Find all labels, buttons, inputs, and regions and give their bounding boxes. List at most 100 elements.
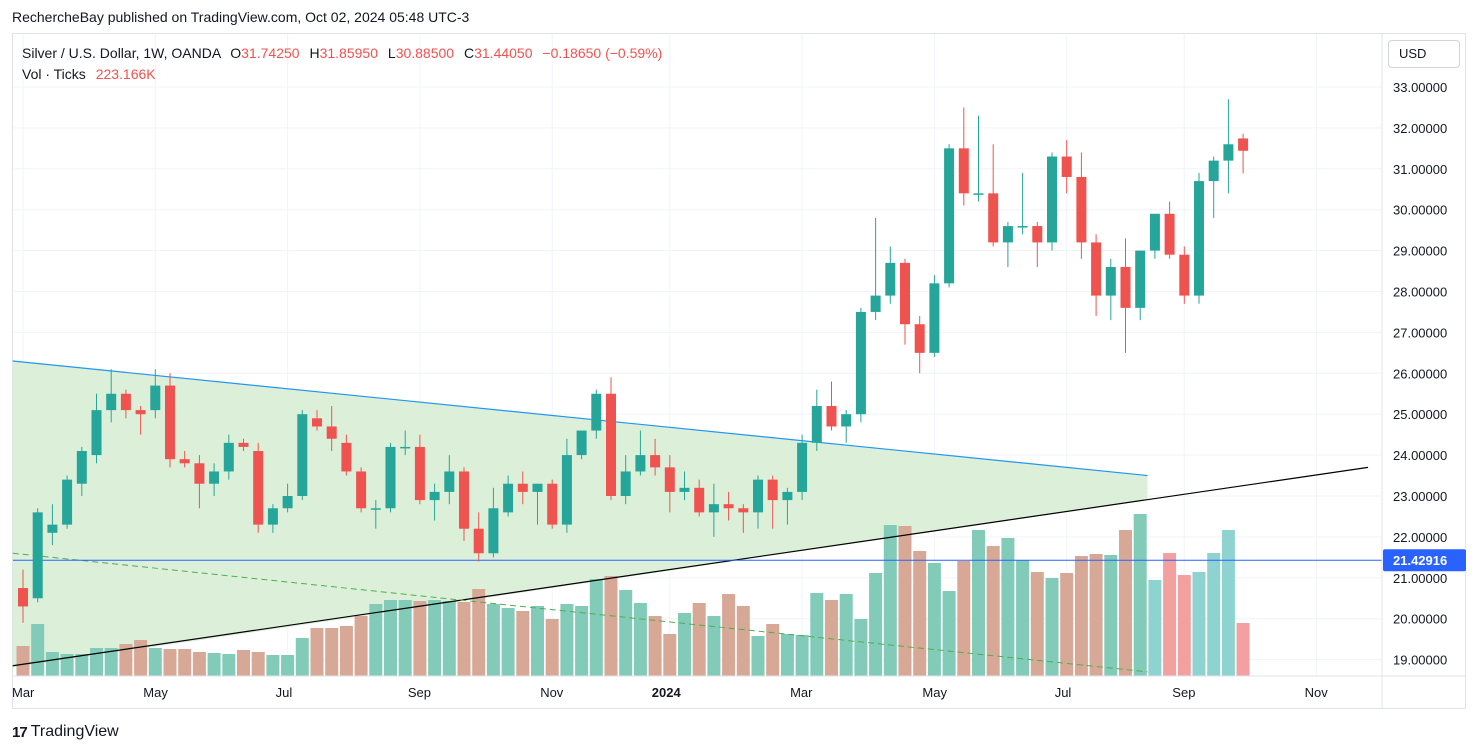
volume-value: 223.166K — [95, 66, 156, 82]
candle-body — [811, 406, 822, 443]
candle-body — [738, 508, 749, 513]
volume-legend[interactable]: Vol · Ticks 223.166K — [22, 66, 156, 82]
volume-bar — [398, 600, 412, 676]
volume-bar — [457, 602, 471, 676]
candle-body — [1076, 176, 1087, 243]
x-tick-label: Mar — [12, 685, 35, 700]
volume-bar — [1016, 560, 1030, 676]
candle-body — [1002, 226, 1013, 243]
candle-body — [503, 483, 514, 513]
candle-body — [1149, 213, 1160, 251]
volume-bar — [104, 648, 118, 676]
volume-label[interactable]: Vol · Ticks — [22, 66, 86, 82]
volume-bar — [1030, 572, 1044, 676]
x-tick-label: May — [922, 685, 947, 700]
candle-body — [1091, 242, 1102, 296]
triangle-pattern — [12, 360, 1148, 668]
tradingview-logo-icon: 17 — [12, 723, 28, 741]
dashed-trendline — [12, 552, 1148, 673]
volume-bar — [354, 616, 368, 676]
open-value: 31.74250 — [241, 45, 300, 61]
tradingview-logo-text: TradingView — [30, 723, 119, 740]
candle-body — [767, 479, 778, 501]
publisher-line: RechercheBay published on TradingView.co… — [12, 9, 470, 25]
tradingview-logo[interactable]: 17 TradingView — [12, 723, 119, 741]
volume-bar — [751, 636, 765, 676]
x-tick-label: Jul — [276, 685, 293, 700]
volume-bar — [692, 603, 706, 676]
candle-body — [120, 393, 131, 411]
candle-body — [76, 451, 87, 484]
support-trendline — [12, 466, 1369, 667]
candle-body — [1135, 250, 1146, 308]
volume-bar — [178, 649, 192, 676]
candle-body — [47, 524, 58, 533]
volume-bar — [633, 603, 647, 676]
candle-body — [165, 385, 175, 460]
change-value: −0.18650 (−0.59%) — [542, 45, 663, 61]
candle-body — [870, 295, 881, 312]
volume-bar — [31, 624, 45, 676]
volume-bar — [251, 652, 265, 676]
candle-body — [914, 324, 925, 353]
volume-bar — [1207, 553, 1221, 676]
volume-bar — [883, 525, 897, 676]
symbol-title[interactable]: Silver / U.S. Dollar, 1W, OANDA — [22, 45, 221, 61]
candle-body — [826, 406, 837, 427]
volume-bar — [854, 619, 868, 676]
candle-body — [900, 262, 910, 325]
volume-bar — [1236, 623, 1250, 676]
currency-button[interactable]: USD — [1388, 40, 1460, 68]
x-tick-label: Nov — [540, 685, 564, 700]
candles — [18, 99, 1249, 623]
volume-bar — [898, 526, 912, 676]
x-tick-label: Sep — [408, 685, 431, 700]
volume-bar — [281, 655, 295, 676]
volume-bar — [237, 650, 250, 676]
volume-bar — [545, 619, 559, 676]
volume-bar — [1104, 555, 1118, 676]
candle-body — [106, 393, 117, 411]
volume-bar — [604, 576, 618, 676]
x-tick-label: Sep — [1172, 685, 1195, 700]
volume-bar — [413, 601, 427, 676]
candle-body — [723, 504, 734, 509]
candle-body — [855, 311, 866, 415]
volume-bar — [810, 593, 824, 676]
candle-body — [267, 508, 278, 525]
candle-body — [547, 483, 558, 525]
candle-body — [385, 446, 396, 509]
candle-body — [18, 588, 28, 607]
candle-body — [282, 496, 293, 509]
volume-bar — [839, 594, 853, 676]
candle-body — [1208, 160, 1219, 182]
price-label-badge — [1383, 549, 1466, 572]
y-tick-label: 28.00000 — [1393, 285, 1447, 300]
volume-bar — [972, 530, 985, 676]
volume-bar — [1060, 573, 1074, 676]
volume-bar — [428, 600, 442, 676]
candle-body — [591, 393, 602, 431]
candle-body — [1105, 266, 1116, 296]
candle-body — [32, 512, 43, 599]
candle-body — [664, 467, 675, 492]
volume-bar — [60, 654, 74, 676]
candle-body — [326, 426, 337, 439]
candle-body — [620, 471, 631, 496]
candle-body — [341, 442, 352, 472]
volume-bar — [1192, 572, 1206, 676]
ohlc-legend[interactable]: Silver / U.S. Dollar, 1W, OANDA O31.7425… — [22, 45, 662, 61]
volume-bar — [369, 604, 383, 676]
volume-bar — [384, 600, 397, 676]
low-label: L — [387, 45, 396, 61]
candle-body — [708, 504, 719, 513]
candle-body — [1238, 138, 1249, 151]
candle-body — [606, 393, 616, 496]
close-label: C — [463, 45, 475, 61]
y-tick-label: 24.00000 — [1393, 448, 1447, 463]
candle-body — [885, 262, 896, 296]
volume-bar — [648, 616, 662, 676]
triangle-fill — [12, 361, 1148, 668]
volume-bar — [1074, 556, 1088, 676]
